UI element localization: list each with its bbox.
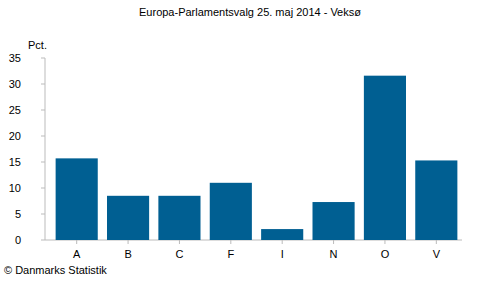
bars	[56, 76, 458, 240]
y-tick-label: 35	[9, 52, 21, 64]
y-tick-label: 25	[9, 104, 21, 116]
x-tick	[76, 240, 77, 244]
y-tick	[41, 240, 45, 241]
bar	[261, 229, 303, 240]
y-tick-label: 15	[9, 156, 21, 168]
y-tick	[41, 84, 45, 85]
bar	[415, 160, 457, 240]
x-tick	[230, 240, 231, 244]
bar	[107, 196, 149, 240]
y-tick	[41, 188, 45, 189]
source: © Danmarks Statistik	[4, 264, 107, 276]
bar	[364, 76, 406, 240]
x-tick-label: A	[73, 248, 81, 260]
x-tick	[436, 240, 437, 244]
y-tick-label: 20	[9, 130, 21, 142]
chart: Europa-Parlamentsvalg 25. maj 2014 - Vek…	[0, 0, 500, 282]
y-tick	[41, 110, 45, 111]
y-tick	[41, 214, 45, 215]
y-axis-label: Pct.	[28, 39, 47, 51]
x-tick-label: B	[124, 248, 131, 260]
x-tick-label: N	[330, 248, 338, 260]
bar	[158, 196, 200, 240]
y-tick-label: 0	[15, 234, 21, 246]
y-tick	[41, 162, 45, 163]
x-tick	[128, 240, 129, 244]
y-tick-label: 5	[15, 208, 21, 220]
x-tick-label: I	[281, 248, 284, 260]
bar	[312, 202, 354, 240]
y-tick	[41, 58, 45, 59]
x-tick-label: V	[433, 248, 441, 260]
bar	[210, 183, 252, 240]
y-axis	[45, 58, 46, 240]
y-tick-label: 30	[9, 78, 21, 90]
x-tick	[179, 240, 180, 244]
y-tick	[41, 136, 45, 137]
title: Europa-Parlamentsvalg 25. maj 2014 - Vek…	[139, 6, 361, 18]
y-tick-label: 10	[9, 182, 21, 194]
x-tick	[282, 240, 283, 244]
x-tick-label: F	[227, 248, 234, 260]
x-tick-label: O	[381, 248, 390, 260]
x-tick	[384, 240, 385, 244]
x-tick-label: C	[175, 248, 183, 260]
x-tick	[333, 240, 334, 244]
bar	[56, 158, 98, 240]
